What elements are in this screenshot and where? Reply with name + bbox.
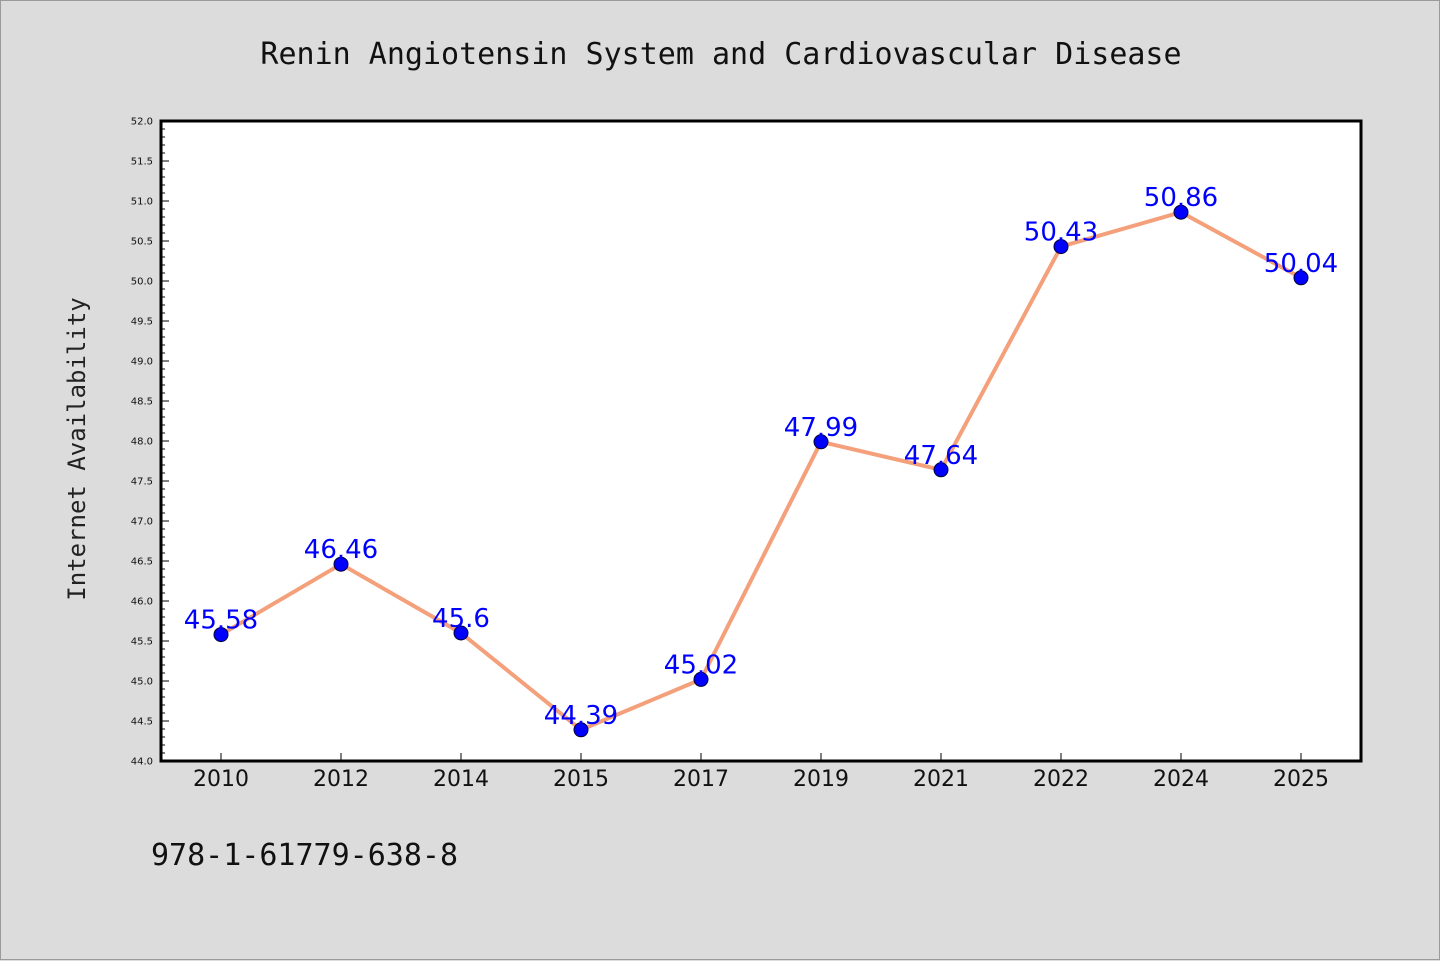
data-label: 45.02 [664,650,738,680]
y-tick-label: 49.5 [131,317,153,328]
x-tick-label: 2024 [1153,767,1209,792]
x-tick-label: 2022 [1033,767,1089,792]
y-tick-label: 49.0 [131,357,153,368]
data-point [453,625,469,641]
x-tick-label: 2021 [913,767,969,792]
data-label: 46.46 [304,535,378,565]
y-tick-label: 47.0 [131,517,153,528]
data-points [213,204,1309,738]
series-line [219,210,1302,732]
y-tick-label: 44.5 [131,717,153,728]
data-point [1173,204,1189,220]
data-label: 44.39 [544,701,618,731]
y-tick-label: 50.0 [131,277,153,288]
y-axis-ticks: 44.0 44.5 45.0 45.5 46.0 46.5 47.0 47.5 48.0 48.5… [131,117,169,768]
isbn-text: 978-1-61779-638-8 [151,838,458,873]
data-point [693,671,709,687]
y-tick-label: 45.5 [131,637,153,648]
x-tick-label: 2010 [193,767,249,792]
y-tick-label: 51.0 [131,197,153,208]
chart-title: Renin Angiotensin System and Cardiovascu… [260,37,1181,72]
y-tick-label: 46.0 [131,597,153,608]
x-axis-ticks: 2010 2012 2014 2015 2017 2019 2021 2022 2024 2025 [193,753,1329,792]
y-tick-label: 47.5 [131,477,153,488]
y-tick-label: 51.5 [131,157,153,168]
data-labels: 45.58 46.46 45.6 44.39 45.02 47.99 47.64 50.43 5… [184,183,1338,731]
y-axis-label: Internet Availability [63,297,91,600]
x-tick-label: 2012 [313,767,369,792]
data-label: 47.64 [904,441,978,471]
x-tick-label: 2025 [1273,767,1329,792]
y-tick-label: 52.0 [131,117,153,128]
x-tick-label: 2015 [553,767,609,792]
y-tick-label: 50.5 [131,237,153,248]
plot-area [159,119,1363,763]
y-tick-label: 45.0 [131,677,153,688]
y-tick-label: 44.0 [131,757,153,768]
data-point [1293,270,1309,286]
series-line-group [219,210,1302,732]
data-point [213,627,229,643]
data-label: 45.6 [432,604,490,634]
y-tick-label: 48.5 [131,397,153,408]
data-label: 47.99 [784,413,858,443]
x-tick-label: 2019 [793,767,849,792]
data-point [933,462,949,478]
data-point [573,722,589,738]
y-tick-label: 48.0 [131,437,153,448]
x-tick-label: 2014 [433,767,489,792]
data-point [813,434,829,450]
data-label: 50.04 [1264,249,1338,279]
y-tick-label: 46.5 [131,557,153,568]
data-label: 45.58 [184,606,258,636]
data-label: 50.86 [1144,183,1218,213]
data-point [1053,239,1069,255]
x-tick-label: 2017 [673,767,729,792]
data-label: 50.43 [1024,218,1098,248]
data-point [333,556,349,572]
